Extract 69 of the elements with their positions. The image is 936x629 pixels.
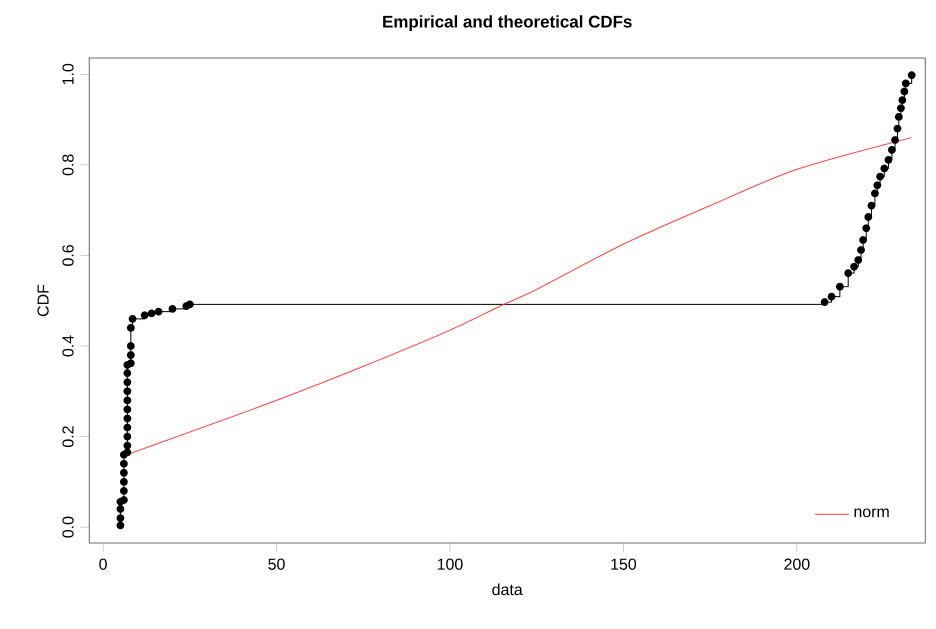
y-tick-label: 0.8 (62, 154, 74, 176)
point (120, 478, 128, 486)
point (908, 71, 916, 80)
point (120, 460, 128, 468)
point (854, 256, 862, 264)
point (844, 269, 852, 277)
point (836, 282, 844, 291)
point (873, 181, 882, 190)
y-tick-label: 0.0 (62, 516, 74, 538)
point (186, 300, 194, 308)
line-series (120, 137, 912, 458)
point (902, 79, 910, 88)
point (891, 136, 899, 144)
point (126, 342, 135, 350)
chart-title: Empirical and theoretical CDFs (383, 15, 632, 31)
point (168, 304, 176, 313)
point (862, 224, 870, 232)
point (894, 112, 903, 121)
x-tick-label: 0 (99, 558, 107, 570)
point (888, 146, 896, 154)
point (868, 202, 876, 210)
point (120, 487, 128, 495)
point (871, 190, 879, 198)
point (154, 308, 162, 316)
x-axis-title: data (492, 583, 523, 596)
point (140, 311, 149, 320)
point (126, 324, 135, 332)
y-tick-label: 1.0 (62, 64, 74, 84)
point (120, 468, 128, 477)
x-tick-label: 150 (611, 558, 636, 570)
point (897, 104, 905, 112)
point (123, 424, 132, 432)
point (123, 396, 132, 404)
legend-label: norm (854, 508, 889, 518)
point (116, 521, 124, 530)
point (857, 246, 865, 254)
point (123, 369, 132, 378)
point (123, 414, 132, 422)
y-axis-title: CDF (37, 284, 49, 316)
point (123, 432, 132, 440)
point (148, 310, 156, 318)
point (126, 359, 135, 368)
point (116, 505, 124, 513)
point (880, 164, 888, 172)
x-tick-label: 100 (438, 558, 463, 570)
point (116, 514, 124, 522)
point (128, 314, 136, 323)
point (894, 124, 902, 133)
point (898, 96, 906, 104)
point (884, 156, 892, 164)
point (126, 351, 135, 359)
point (123, 442, 132, 450)
point (820, 298, 829, 306)
point (123, 406, 132, 414)
point (876, 172, 884, 181)
point (859, 236, 868, 244)
point (123, 378, 132, 386)
point (120, 496, 128, 504)
point (828, 292, 836, 301)
y-tick-label: 0.6 (62, 245, 74, 266)
y-tick-label: 0.4 (62, 335, 74, 356)
point (864, 213, 872, 221)
point (900, 88, 908, 96)
point (123, 448, 132, 456)
point (850, 262, 858, 271)
y-tick-label: 0.2 (62, 426, 74, 448)
x-tick-label: 200 (784, 558, 810, 570)
point (123, 387, 132, 396)
x-tick-label: 50 (268, 558, 285, 570)
